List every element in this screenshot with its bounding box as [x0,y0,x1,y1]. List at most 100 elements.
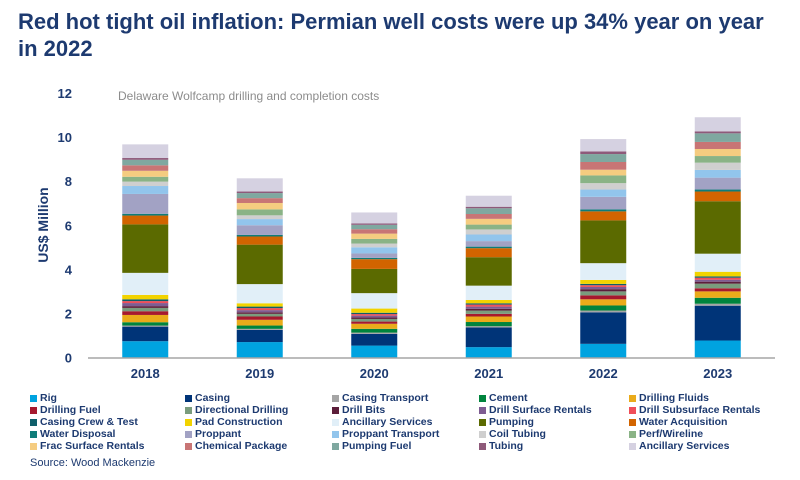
bar-segment [580,189,627,197]
bar-segment [580,279,627,284]
legend-swatch [332,430,339,438]
bar-segment [236,319,283,326]
bar-segment [236,313,283,317]
legend-item: Pumping [479,416,629,428]
bar-segment [351,328,398,333]
legend-item: Casing Crew & Test [30,416,185,428]
legend-item: Pad Construction [185,416,332,428]
bar-2019 [236,178,283,358]
legend-label: Cement [489,392,528,404]
legend-swatch [185,406,192,414]
bar-segment [694,303,741,306]
bar-segment [580,175,627,184]
legend-swatch [332,394,339,402]
bar-segment [465,327,512,348]
bar-segment [122,158,169,160]
legend-swatch [185,442,192,450]
bar-segment [236,215,283,220]
bar-segment [580,299,627,306]
bar-segment [122,314,169,323]
bar-segment [122,181,169,187]
bar-segment [580,183,627,190]
chart-subtitle: Delaware Wolfcamp drilling and completio… [118,89,379,103]
bar-segment [122,215,169,225]
legend-item: Frac Surface Rentals [30,440,185,452]
bar-segment [122,165,169,171]
legend-label: Directional Drilling [195,404,289,416]
legend-label: Drill Surface Rentals [489,404,592,416]
bar-segment [122,299,169,302]
legend-label: Frac Surface Rentals [40,440,145,452]
bar-segment [351,247,398,254]
legend-label: Casing Transport [342,392,429,404]
bar-segment [465,285,512,300]
bar-segment [694,283,741,289]
legend-swatch [479,430,486,438]
legend-label: Drill Subsurface Rentals [639,404,761,416]
bar-segment [694,281,741,284]
legend-swatch [332,442,339,450]
source-note: Source: Wood Mackenzie [30,457,156,469]
bar-segment [465,347,512,358]
bar-segment [122,311,169,315]
bar-segment [122,170,169,177]
legend-item: Perf/Wireline [629,428,789,440]
bar-segment [580,286,627,290]
legend-swatch [30,442,37,450]
bar-segment [351,243,398,248]
legend-swatch [30,394,37,402]
legend-swatch [185,418,192,426]
bar-segment [351,259,398,269]
bar-segment [236,284,283,304]
bar-segment [351,238,398,244]
bar-segment [694,201,741,254]
bar-segment [694,288,741,292]
bar-segment [694,305,741,341]
bar-segment [465,322,512,327]
bar-segment [122,303,169,307]
x-tick-label: 2021 [474,366,503,381]
bar-segment [351,268,398,294]
page-title: Red hot tight oil inflation: Permian wel… [18,9,764,61]
bar-segment [465,257,512,286]
legend-item: Drilling Fuel [30,404,185,416]
y-tick-label: 12 [58,86,72,101]
legend-item: Casing Transport [332,392,479,404]
bar-segment [351,317,398,319]
legend-swatch [629,394,636,402]
bar-segment [122,159,169,166]
bar-segment [694,131,741,134]
bar-segment [580,211,627,221]
bar-segment [122,325,169,327]
legend-label: Proppant Transport [342,428,440,440]
bar-segment [122,186,169,194]
legend-swatch [30,430,37,438]
bar-segment [465,310,512,314]
bar-segment [122,193,169,214]
x-tick-label: 2023 [703,366,732,381]
bar-segment [694,189,741,192]
bar-segment [465,195,512,207]
legend-item: Drilling Fluids [629,392,789,404]
bar-segment [465,208,512,215]
legend-label: Ancillary Services [639,440,730,452]
bar-segment [122,144,169,159]
bar-segment [694,291,741,298]
bar-segment [236,342,283,358]
bar-segment [236,328,283,330]
legend-swatch [332,406,339,414]
bar-segment [351,257,398,260]
bar-segment [694,169,741,178]
bar-segment [465,206,512,209]
bar-segment [122,176,169,182]
bar-segment [465,248,512,258]
legend-item: Drill Subsurface Rentals [629,404,789,416]
y-tick-label: 8 [65,174,72,189]
bar-segment [122,224,169,273]
bar-segment [351,253,398,258]
bar-segment [236,234,283,237]
bar-segment [351,333,398,346]
bar-segment [580,139,627,152]
bar-segment [694,133,741,142]
y-tick-label: 4 [65,262,73,277]
